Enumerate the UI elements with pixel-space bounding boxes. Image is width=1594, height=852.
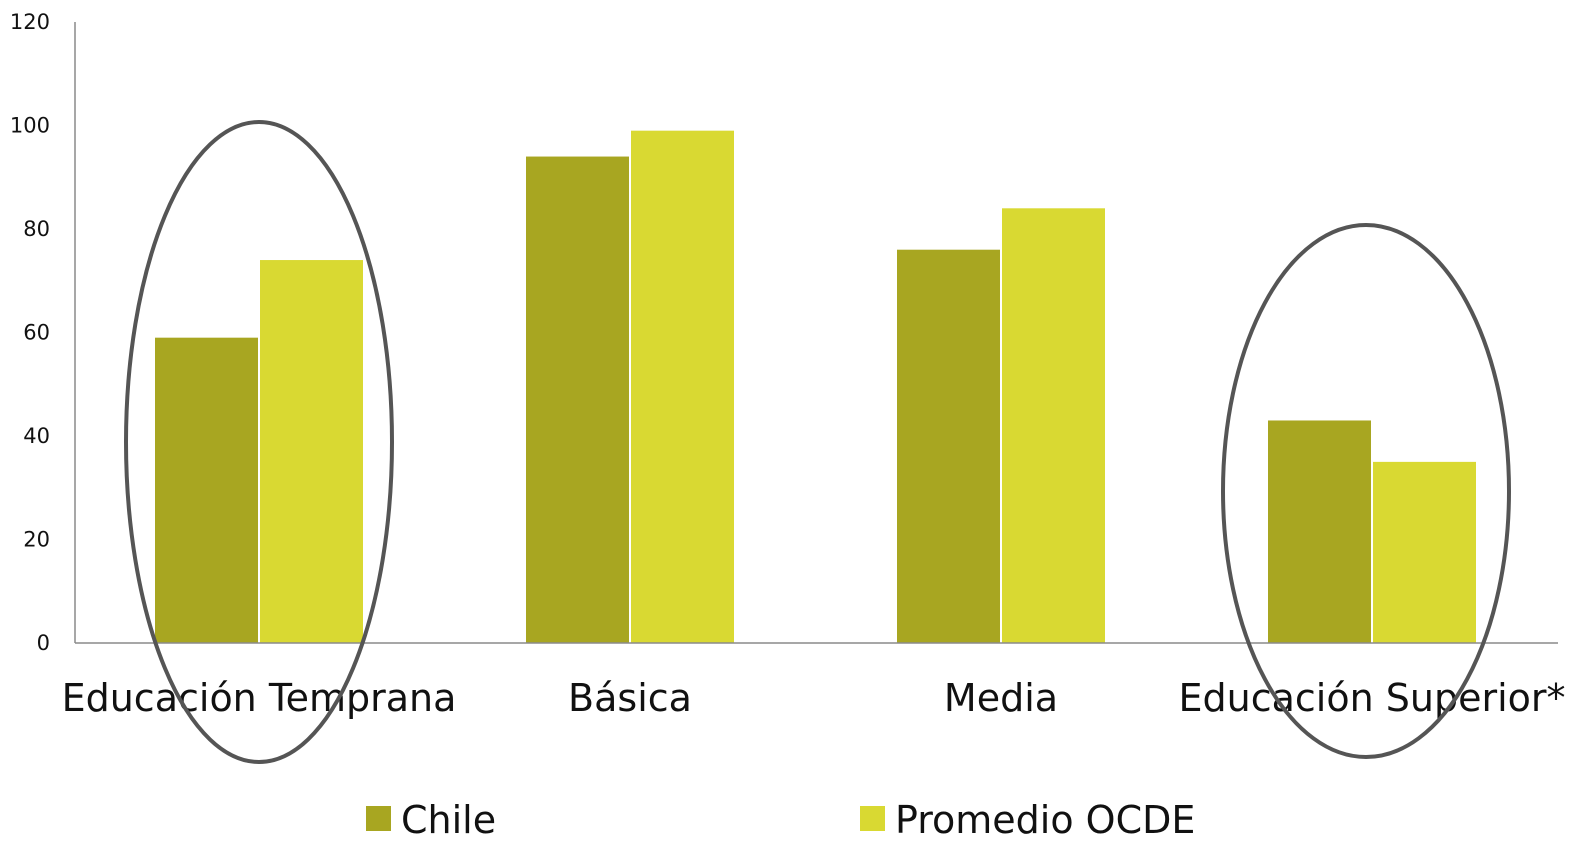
bars-group — [155, 130, 1476, 644]
bar-chile-2 — [897, 249, 1000, 643]
bar-chile-1 — [526, 156, 629, 644]
bar-promedio-ocde-2 — [1002, 208, 1105, 644]
bar-chile-3 — [1268, 420, 1371, 643]
y-tick-label: 40 — [23, 424, 50, 448]
bar-promedio-ocde-1 — [631, 130, 734, 644]
legend-swatch — [366, 806, 391, 831]
bar-chile-0 — [155, 337, 258, 643]
highlight-ellipse — [124, 120, 394, 764]
y-tick-label: 80 — [23, 217, 50, 241]
category-label: Básica — [568, 676, 692, 720]
y-tick-label: 0 — [37, 631, 50, 655]
legend-label: Chile — [401, 798, 496, 842]
legend-label: Promedio OCDE — [895, 798, 1195, 842]
category-label: Media — [944, 676, 1058, 720]
category-label: Educación Superior* — [1178, 676, 1565, 720]
y-tick-label: 100 — [10, 114, 50, 138]
legend-swatch — [860, 806, 885, 831]
highlight-ellipses — [124, 120, 1511, 764]
y-tick-labels: 0 20 40 60 80 100 120 — [10, 10, 50, 655]
legend: Chile Promedio OCDE — [366, 798, 1195, 842]
bar-promedio-ocde-3 — [1373, 461, 1476, 643]
axes-group — [74, 22, 1558, 644]
y-tick-label: 20 — [23, 528, 50, 552]
highlight-ellipse — [1221, 223, 1511, 759]
y-tick-label: 120 — [10, 10, 50, 34]
bar-promedio-ocde-0 — [260, 260, 363, 643]
y-tick-label: 60 — [23, 321, 50, 345]
category-label: Educación Temprana — [62, 676, 457, 720]
category-labels: Educación Temprana Básica Media Educación S… — [62, 676, 1566, 720]
